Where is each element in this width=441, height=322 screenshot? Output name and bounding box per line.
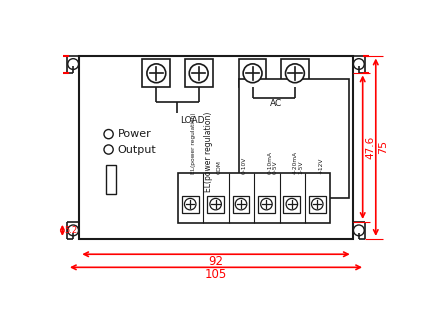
- Bar: [79, 56, 353, 239]
- Text: AC: AC: [269, 99, 282, 109]
- Text: 5.2: 5.2: [64, 226, 77, 235]
- Text: 92: 92: [208, 255, 223, 268]
- Circle shape: [189, 64, 208, 83]
- Text: 4-20mA
1-5V: 4-20mA 1-5V: [293, 151, 303, 174]
- Circle shape: [68, 225, 78, 236]
- Circle shape: [147, 64, 166, 83]
- Bar: [182, 196, 199, 213]
- Circle shape: [235, 198, 247, 210]
- Bar: [232, 196, 250, 213]
- Circle shape: [68, 59, 78, 70]
- Bar: [239, 60, 266, 87]
- Text: 105: 105: [205, 268, 227, 281]
- Text: 47.6: 47.6: [365, 136, 375, 159]
- Bar: [284, 196, 300, 213]
- Bar: [106, 165, 116, 194]
- Text: Power: Power: [118, 129, 152, 139]
- Text: COM: COM: [217, 160, 221, 174]
- Bar: [185, 60, 213, 87]
- Text: 0-10V: 0-10V: [242, 157, 247, 174]
- Text: +12V: +12V: [318, 158, 323, 174]
- Bar: [281, 60, 309, 87]
- Text: EL(power regulation): EL(power regulation): [204, 112, 213, 192]
- Text: LOAD: LOAD: [180, 116, 205, 125]
- Circle shape: [210, 198, 221, 210]
- Circle shape: [104, 129, 113, 139]
- Circle shape: [311, 198, 323, 210]
- Circle shape: [353, 59, 364, 70]
- Circle shape: [261, 198, 272, 210]
- Text: 75: 75: [378, 140, 388, 154]
- Bar: [258, 196, 275, 213]
- Bar: [239, 79, 349, 198]
- Circle shape: [184, 198, 196, 210]
- Circle shape: [353, 225, 364, 236]
- Circle shape: [104, 145, 113, 154]
- Bar: [178, 173, 330, 223]
- Circle shape: [243, 64, 262, 83]
- Text: Output: Output: [118, 145, 157, 155]
- Text: EL(power regulation): EL(power regulation): [191, 112, 196, 174]
- Circle shape: [285, 64, 304, 83]
- Bar: [309, 196, 326, 213]
- Bar: [142, 60, 170, 87]
- Text: 0-10mA
0-5V: 0-10mA 0-5V: [267, 151, 277, 174]
- Bar: [207, 196, 224, 213]
- Circle shape: [286, 198, 298, 210]
